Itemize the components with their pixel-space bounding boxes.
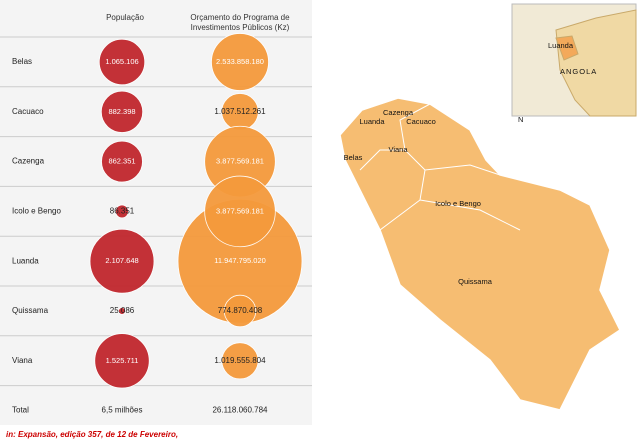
bubble <box>204 175 276 248</box>
bubble <box>89 228 155 294</box>
row-label: Luanda <box>12 256 39 265</box>
value-label: 3.877.569.181 <box>216 206 264 215</box>
value-label: 882.398 <box>108 107 135 116</box>
map-label: Quissama <box>458 277 493 286</box>
bubble <box>115 204 129 219</box>
value-label: 862.351 <box>108 157 135 166</box>
inset-label: Luanda <box>548 41 574 50</box>
map-label: Icolo e Bengo <box>435 199 481 208</box>
row-label: Quissama <box>12 306 49 315</box>
value-label: 1.525.711 <box>106 356 139 365</box>
bubble <box>100 90 144 133</box>
map-label: Belas <box>344 153 363 162</box>
bubble <box>221 342 259 380</box>
total-value: 26.118.060.784 <box>212 406 268 415</box>
map-label: Luanda <box>359 117 385 126</box>
row-label: Belas <box>12 57 32 66</box>
bubble <box>118 307 126 315</box>
map-label: Viana <box>388 145 408 154</box>
value-label: 11.947.795.020 <box>214 256 266 265</box>
value-label: 25.086 <box>110 306 135 315</box>
inset-luanda <box>555 35 579 61</box>
row-label: Cazenga <box>12 157 45 166</box>
value-label: 2.533.858.180 <box>216 57 264 66</box>
bubble <box>223 294 257 328</box>
row-label: Viana <box>12 356 33 365</box>
bubble <box>211 33 269 91</box>
value-label: 1.019.555.804 <box>214 356 266 365</box>
bubble <box>94 333 150 389</box>
value-label: 86.351 <box>110 207 135 216</box>
row-label: Icolo e Bengo <box>12 207 61 216</box>
total-value: 6,5 milhões <box>102 406 143 415</box>
map-region <box>339 97 621 411</box>
source: in: Expansão, edição 357, de 12 de Fever… <box>6 430 179 439</box>
bubble <box>98 38 146 86</box>
bubble <box>101 140 143 183</box>
header-population: População <box>106 13 144 22</box>
total-label: Total <box>12 406 29 415</box>
inset-label: ANGOLA <box>560 67 597 76</box>
header-budget: Orçamento do Programa de Investimentos P… <box>190 13 290 32</box>
row-label: Cacuaco <box>12 107 44 116</box>
inset-angola <box>555 9 637 117</box>
value-label: 1.037.512.261 <box>214 107 266 116</box>
map-borders <box>359 103 521 231</box>
map-label: Cazenga <box>383 108 414 117</box>
value-label: 774.870.408 <box>218 306 263 315</box>
value-label: 3.877.569.181 <box>216 157 264 166</box>
value-label: 1.065.106 <box>105 57 138 66</box>
value-label: 2.107.648 <box>105 256 138 265</box>
map <box>339 3 637 411</box>
north: N <box>518 115 523 124</box>
map-label: Cacuaco <box>406 117 436 126</box>
